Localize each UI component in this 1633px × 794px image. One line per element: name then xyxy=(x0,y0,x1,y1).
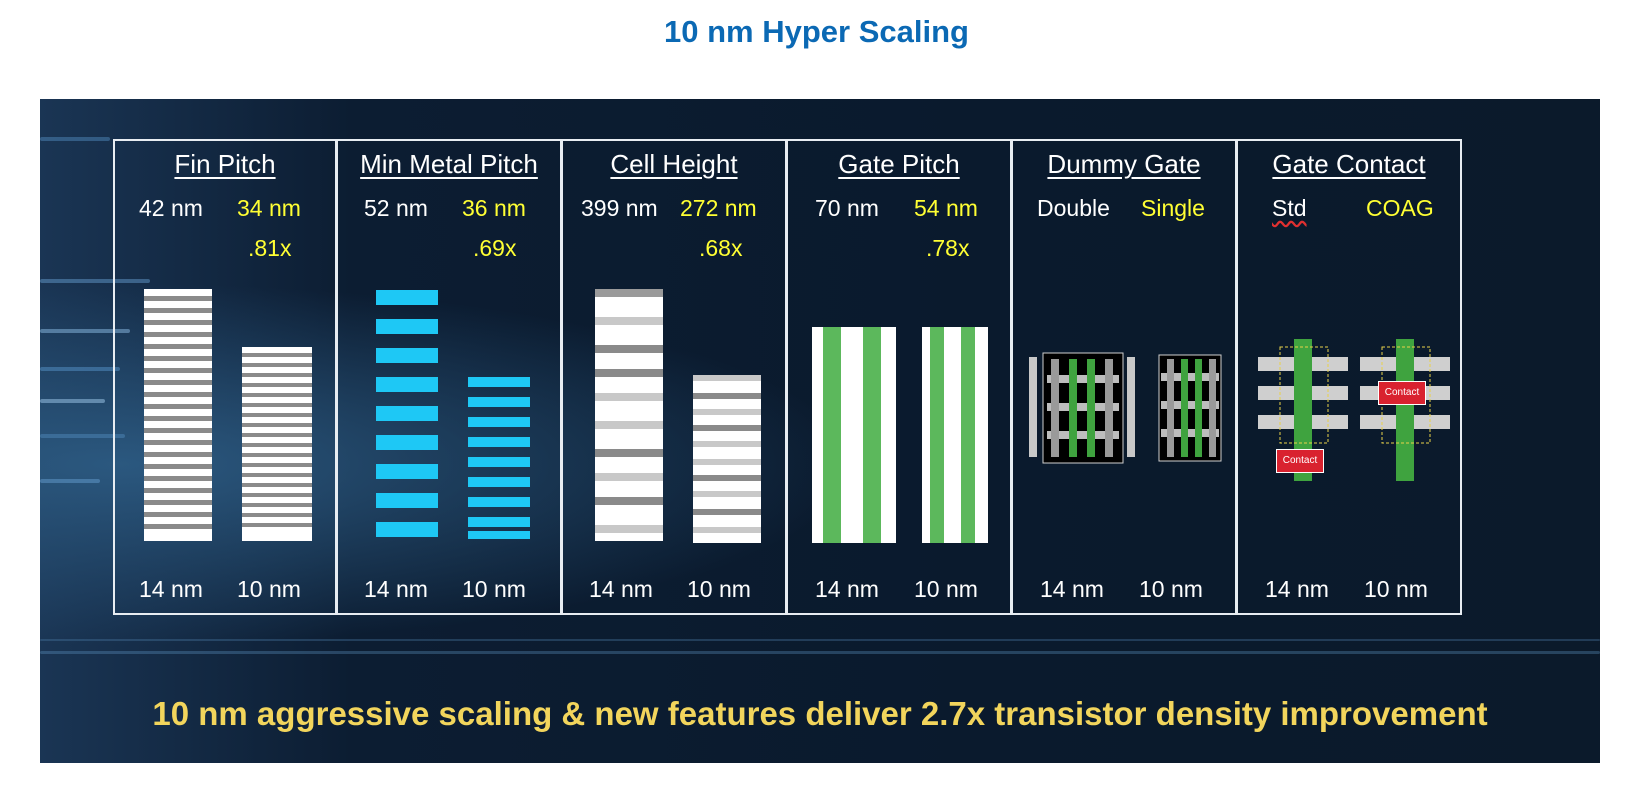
node-label-14nm: 14 nm xyxy=(364,576,428,602)
cell-height-illustration xyxy=(595,289,761,543)
gates-14nm xyxy=(812,327,896,543)
metal-lines-14nm xyxy=(376,290,438,537)
node-label-14nm: 14 nm xyxy=(1265,576,1329,602)
light-streak xyxy=(40,367,120,371)
metal-lines-10nm xyxy=(468,377,530,539)
node-label-14nm: 14 nm xyxy=(815,576,879,602)
node-label-14nm: 14 nm xyxy=(139,576,203,602)
panel-min-metal-pitch: Min Metal Pitch 52 nm 36 nm .69x 14 nm 1… xyxy=(336,139,562,615)
panel-title: Gate Pitch xyxy=(838,149,960,179)
light-streak xyxy=(40,399,105,403)
gate-contact-illustration xyxy=(1258,339,1450,481)
light-streak xyxy=(40,479,100,483)
metal-lines-illustration xyxy=(376,290,530,539)
panel-title: Cell Height xyxy=(610,149,738,179)
node-label-10nm: 10 nm xyxy=(914,576,978,602)
node-label-10nm: 10 nm xyxy=(687,576,751,602)
gate-contact-10nm xyxy=(1360,339,1450,481)
light-streak xyxy=(40,434,125,438)
panel-dummy-gate: Dummy Gate Double Single xyxy=(1011,139,1237,615)
light-streak xyxy=(40,279,150,283)
panel-title: Dummy Gate xyxy=(1047,149,1201,179)
fin-stack-10nm xyxy=(242,347,312,541)
fin-stack-illustration xyxy=(144,289,312,541)
panel-gate-pitch: Gate Pitch 70 nm 54 nm .78x 14 nm 10 nm xyxy=(786,139,1012,615)
light-streak xyxy=(40,639,1600,641)
dummy-gate-illustration xyxy=(1029,352,1222,464)
slide-background: Fin Pitch 42 nm 34 nm .81x xyxy=(40,99,1600,763)
light-streak xyxy=(40,137,110,141)
gate-pitch-illustration xyxy=(812,327,988,543)
new-value: 272 nm xyxy=(680,195,757,221)
old-value: Double xyxy=(1037,195,1110,221)
summary-caption: 10 nm aggressive scaling & new features … xyxy=(152,695,1488,732)
scaling-ratio: .81x xyxy=(248,235,292,261)
light-streak xyxy=(40,329,130,333)
dummy-gate-14nm xyxy=(1029,352,1135,464)
old-value: 42 nm xyxy=(139,195,203,221)
contact-box-10nm: Contact xyxy=(1378,381,1426,405)
node-label-10nm: 10 nm xyxy=(462,576,526,602)
scaling-ratio: .78x xyxy=(926,235,970,261)
panel-title: Min Metal Pitch xyxy=(360,149,538,179)
light-streak xyxy=(40,651,1600,654)
node-label-14nm: 14 nm xyxy=(1040,576,1104,602)
new-value: 54 nm xyxy=(914,195,978,221)
gates-10nm xyxy=(922,327,988,543)
new-value: Single xyxy=(1141,195,1205,221)
contact-label: Contact xyxy=(1384,387,1420,398)
fin-stack-14nm xyxy=(144,289,212,541)
scaling-ratio: .68x xyxy=(699,235,743,261)
dummy-gate-10nm xyxy=(1158,354,1222,462)
node-label-10nm: 10 nm xyxy=(1364,576,1428,602)
panel-title: Gate Contact xyxy=(1272,149,1426,179)
node-label-14nm: 14 nm xyxy=(589,576,653,602)
panel-gate-contact: Gate Contact Std COAG Contact Contact xyxy=(1236,139,1462,615)
new-value: COAG xyxy=(1366,195,1434,221)
cell-stack-10nm xyxy=(693,375,761,543)
panel-fin-pitch: Fin Pitch 42 nm 34 nm .81x xyxy=(113,139,337,615)
scaling-ratio: .69x xyxy=(473,235,517,261)
page-title: 10 nm Hyper Scaling xyxy=(664,14,969,49)
gate-contact-14nm xyxy=(1258,339,1348,481)
node-label-10nm: 10 nm xyxy=(1139,576,1203,602)
old-value: Std xyxy=(1272,195,1307,221)
contact-box-14nm: Contact xyxy=(1276,449,1324,473)
new-value: 36 nm xyxy=(462,195,526,221)
old-value: 52 nm xyxy=(364,195,428,221)
new-value: 34 nm xyxy=(237,195,301,221)
panel-title: Fin Pitch xyxy=(174,149,276,179)
cell-stack-14nm xyxy=(595,289,663,541)
old-value: 70 nm xyxy=(815,195,879,221)
node-label-10nm: 10 nm xyxy=(237,576,301,602)
contact-label: Contact xyxy=(1282,455,1318,466)
panel-cell-height: Cell Height 399 nm 272 nm .68x xyxy=(561,139,787,615)
old-value: 399 nm xyxy=(581,195,658,221)
